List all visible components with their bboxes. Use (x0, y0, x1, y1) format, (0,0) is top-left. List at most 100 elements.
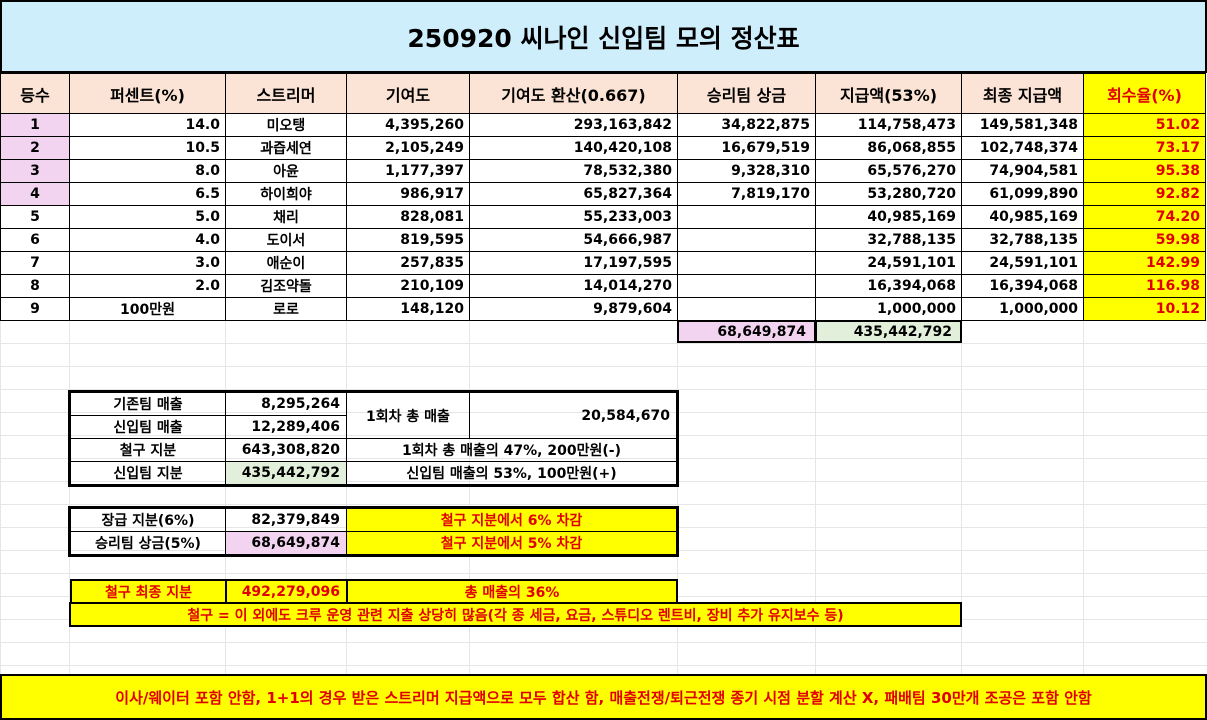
grid-line (677, 320, 678, 675)
summary-row: 철구 지분 643,308,820 1회차 총 매출의 47%, 200만원(-… (70, 438, 677, 462)
converted-cell: 293,163,842 (469, 113, 678, 137)
new-team-share-label: 신입팀 지분 (70, 461, 226, 485)
final-payment-cell: 61,099,890 (961, 182, 1084, 206)
winning-prize-label: 승리팀 상금(5%) (70, 531, 226, 555)
percent-cell: 100만원 (69, 297, 226, 321)
header-final-payment: 최종 지급액 (961, 73, 1084, 114)
final-share-value: 492,279,096 (225, 579, 348, 605)
table-row: 9 100만원 로로 148,120 9,879,604 1,000,000 1… (0, 297, 1206, 321)
rank-cell: 6 (0, 228, 70, 252)
new-team-share-note: 신입팀 매출의 53%, 100만원(+) (346, 461, 677, 485)
header-streamer: 스트리머 (225, 73, 347, 114)
converted-cell: 65,827,364 (469, 182, 678, 206)
summary-row: 기존팀 매출 8,295,264 1회차 총 매출 20,584,670 (70, 392, 677, 439)
contribution-cell: 257,835 (346, 251, 470, 275)
header-percent: 퍼센트(%) (69, 73, 226, 114)
recovery-rate-cell: 74.20 (1083, 205, 1206, 229)
existing-team-sales-value: 8,295,264 (225, 392, 347, 416)
payment-cell: 24,591,101 (815, 251, 962, 275)
recovery-rate-cell: 116.98 (1083, 274, 1206, 298)
percent-cell: 3.0 (69, 251, 226, 275)
final-payment-cell: 74,904,581 (961, 159, 1084, 183)
converted-cell: 140,420,108 (469, 136, 678, 160)
grid-line (815, 320, 816, 675)
total-payment-cell: 435,442,792 (815, 320, 962, 343)
header-converted: 기여도 환산(0.667) (469, 73, 678, 114)
final-share-label: 철구 최종 지분 (70, 579, 227, 605)
prize-cell: 7,819,170 (677, 182, 816, 206)
new-team-sales-value: 12,289,406 (225, 415, 347, 439)
prize-cell (677, 274, 816, 298)
recovery-rate-cell: 92.82 (1083, 182, 1206, 206)
recovery-rate-cell: 95.38 (1083, 159, 1206, 183)
payment-cell: 86,068,855 (815, 136, 962, 160)
rank-cell: 1 (0, 113, 70, 137)
payment-cell: 114,758,473 (815, 113, 962, 137)
grid-line (225, 320, 226, 675)
contribution-cell: 2,105,249 (346, 136, 470, 160)
expense-note: 철구 = 이 외에도 크루 운영 관련 지출 상당히 많음(각 종 세금, 요금… (69, 602, 962, 627)
payment-cell: 53,280,720 (815, 182, 962, 206)
converted-cell: 17,197,595 (469, 251, 678, 275)
table-row: 5 5.0 채리 828,081 55,233,003 40,985,169 4… (0, 205, 1206, 229)
chulgu-share-value: 643,308,820 (225, 438, 347, 462)
total-prize-cell: 68,649,874 (677, 320, 816, 343)
contribution-cell: 4,395,260 (346, 113, 470, 137)
prize-cell: 34,822,875 (677, 113, 816, 137)
table-row: 7 3.0 애순이 257,835 17,197,595 24,591,101 … (0, 251, 1206, 275)
final-payment-cell: 16,394,068 (961, 274, 1084, 298)
header-prize: 승리팀 상금 (677, 73, 816, 114)
streamer-cell: 과즙세연 (225, 136, 347, 160)
recovery-rate-cell: 10.12 (1083, 297, 1206, 321)
contribution-cell: 828,081 (346, 205, 470, 229)
deductions-table: 장급 지분(6%) 82,379,849 철구 지분에서 6% 차감 승리팀 상… (68, 506, 679, 557)
payment-cell: 65,576,270 (815, 159, 962, 183)
contribution-cell: 210,109 (346, 274, 470, 298)
percent-cell: 5.0 (69, 205, 226, 229)
final-payment-cell: 102,748,374 (961, 136, 1084, 160)
streamer-cell: 채리 (225, 205, 347, 229)
chulgu-share-note: 1회차 총 매출의 47%, 200만원(-) (346, 438, 677, 462)
percent-cell: 8.0 (69, 159, 226, 183)
rank-cell: 3 (0, 159, 70, 183)
recovery-rate-cell: 73.17 (1083, 136, 1206, 160)
final-share-table: 철구 최종 지분 492,279,096 총 매출의 36% (70, 579, 678, 605)
payment-cell: 40,985,169 (815, 205, 962, 229)
percent-cell: 2.0 (69, 274, 226, 298)
summary-row: 신입팀 매출 12,289,406 (70, 415, 677, 439)
final-payment-cell: 32,788,135 (961, 228, 1084, 252)
payment-cell: 1,000,000 (815, 297, 962, 321)
new-team-share-value: 435,442,792 (225, 461, 347, 485)
contribution-cell: 819,595 (346, 228, 470, 252)
grid-line (346, 320, 347, 675)
converted-cell: 9,879,604 (469, 297, 678, 321)
existing-team-sales-label: 기존팀 매출 (70, 392, 226, 416)
prize-cell: 9,328,310 (677, 159, 816, 183)
round-total-sales-value: 20,584,670 (469, 392, 677, 439)
winning-prize-note: 철구 지분에서 5% 차감 (346, 531, 677, 555)
streamer-cell: 김조약돌 (225, 274, 347, 298)
prize-cell (677, 228, 816, 252)
new-team-sales-label: 신입팀 매출 (70, 415, 226, 439)
percent-cell: 14.0 (69, 113, 226, 137)
rank-cell: 7 (0, 251, 70, 275)
percent-cell: 6.5 (69, 182, 226, 206)
streamer-cell: 하이희야 (225, 182, 347, 206)
recovery-rate-cell: 59.98 (1083, 228, 1206, 252)
rank-cell: 5 (0, 205, 70, 229)
table-row: 1 14.0 미오탱 4,395,260 293,163,842 34,822,… (0, 113, 1206, 137)
final-payment-cell: 40,985,169 (961, 205, 1084, 229)
payment-cell: 32,788,135 (815, 228, 962, 252)
prize-cell (677, 205, 816, 229)
header-payment: 지급액(53%) (815, 73, 962, 114)
contribution-cell: 986,917 (346, 182, 470, 206)
bonus-share-label: 장급 지분(6%) (70, 508, 226, 532)
header-contribution: 기여도 (346, 73, 470, 114)
recovery-rate-cell: 142.99 (1083, 251, 1206, 275)
streamer-cell: 미오탱 (225, 113, 347, 137)
percent-cell: 4.0 (69, 228, 226, 252)
round-total-sales-label: 1회차 총 매출 (346, 392, 470, 439)
header-recovery-rate: 회수율(%) (1083, 73, 1206, 114)
converted-cell: 14,014,270 (469, 274, 678, 298)
grid-line (961, 320, 962, 675)
